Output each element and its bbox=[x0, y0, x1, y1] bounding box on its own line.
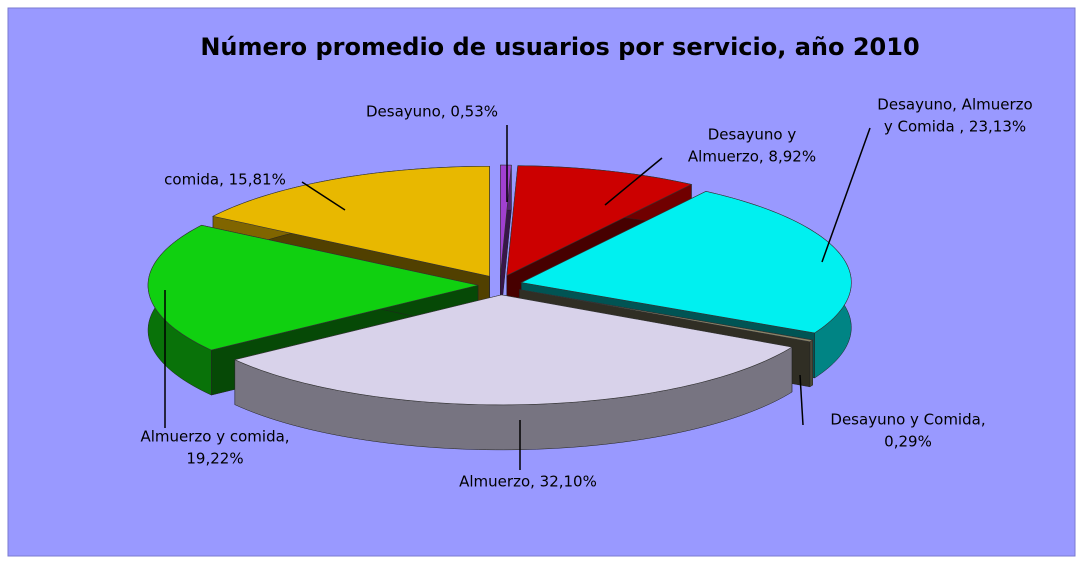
data-label: Desayuno, 0,53% bbox=[366, 103, 498, 121]
data-label: 19,22% bbox=[186, 450, 243, 468]
data-label: 0,29% bbox=[884, 433, 932, 451]
data-label: comida, 15,81% bbox=[164, 171, 286, 189]
data-label: Desayuno y bbox=[708, 126, 797, 144]
slice-top bbox=[520, 191, 852, 334]
slice-top bbox=[147, 224, 479, 351]
leader-line bbox=[301, 181, 346, 211]
slice bbox=[233, 294, 793, 451]
data-label: Almuerzo, 32,10% bbox=[459, 473, 597, 491]
slice-top bbox=[233, 294, 793, 406]
data-label: Almuerzo y comida, bbox=[140, 428, 289, 446]
slice-top bbox=[212, 165, 490, 277]
data-label: Almuerzo, 8,92% bbox=[688, 148, 816, 166]
chart-title: Número promedio de usuarios por servicio… bbox=[200, 33, 919, 61]
data-label: Desayuno y Comida, bbox=[830, 411, 985, 429]
slice-side bbox=[809, 339, 813, 388]
leader-line bbox=[604, 157, 663, 206]
slice-top bbox=[506, 165, 693, 277]
leader-line bbox=[821, 127, 871, 263]
leader-line bbox=[799, 374, 804, 426]
slice-top bbox=[519, 289, 814, 343]
data-label: Desayuno, Almuerzo bbox=[877, 96, 1032, 114]
data-label: y Comida , 23,13% bbox=[884, 118, 1026, 136]
